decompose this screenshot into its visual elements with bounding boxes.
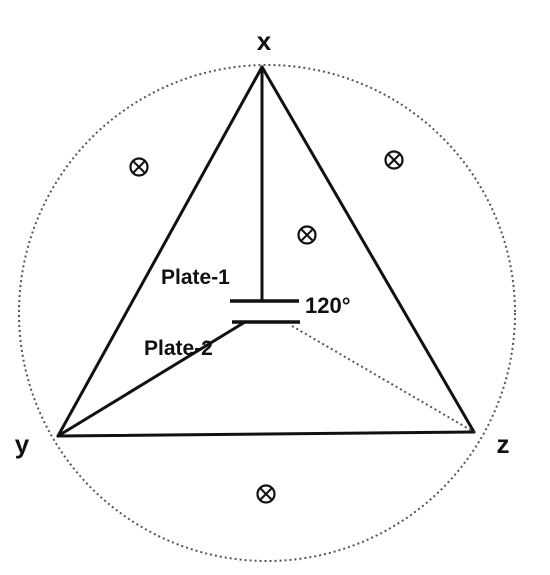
into-page-field-icon bbox=[256, 484, 276, 504]
plate-1-label: Plate-1 bbox=[161, 266, 230, 289]
into-page-field-icon bbox=[297, 225, 317, 245]
outer-dotted-circle bbox=[18, 64, 516, 562]
into-page-field-icon bbox=[129, 157, 149, 177]
into-page-field-icon bbox=[384, 150, 404, 170]
vertex-label-y: y bbox=[15, 429, 30, 459]
edge-x-y bbox=[56, 65, 264, 438]
vertex-label-x: x bbox=[257, 26, 272, 56]
dotted-line-plate-2-z bbox=[291, 325, 475, 433]
conductor-plate-2-y bbox=[56, 320, 247, 438]
plate-2-label: Plate-2 bbox=[144, 337, 213, 360]
edge-y-z bbox=[56, 430, 476, 438]
edge-x-z bbox=[260, 65, 476, 434]
angle-label: 120° bbox=[305, 293, 351, 318]
vertex-label-z: z bbox=[497, 429, 510, 459]
